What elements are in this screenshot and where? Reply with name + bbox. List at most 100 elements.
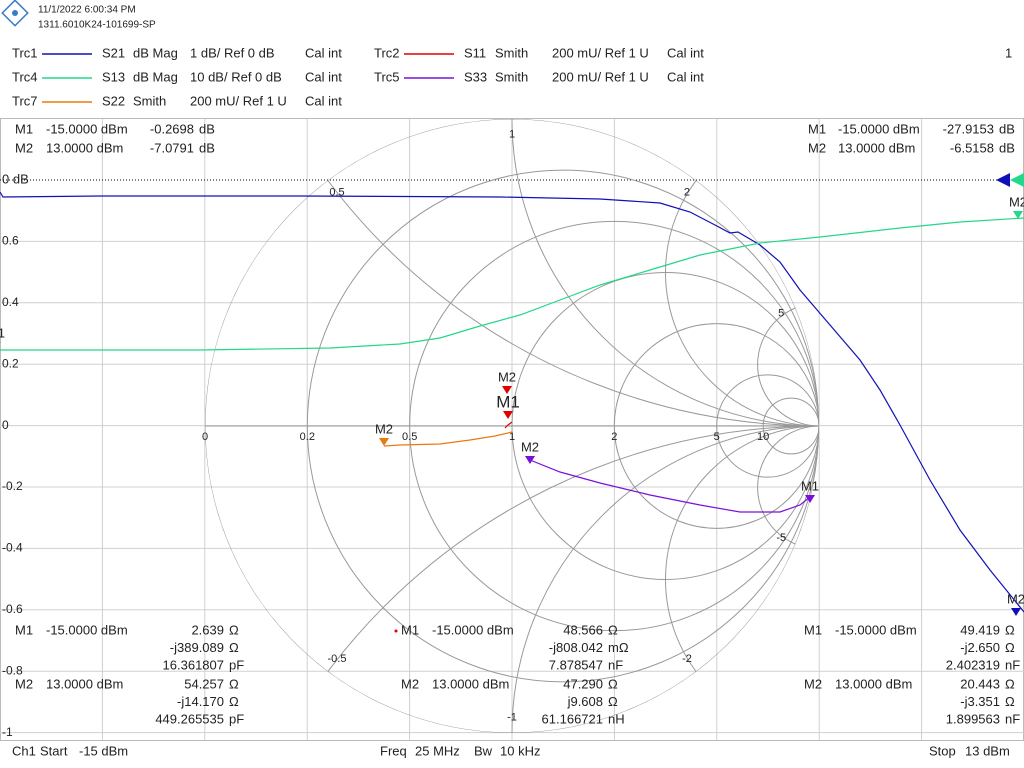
smith-r-label: 5 [714,431,720,443]
footer-start: -15 dBm [79,743,128,758]
readout-unit: Ω [1005,694,1015,709]
trace-name: Trc5 [374,69,400,84]
trace-param: S11 [464,45,486,60]
smith-r-label: 1 [509,431,515,443]
readout-value: -j808.042 [549,640,603,655]
readout-value: 47.290 [563,676,603,691]
readout-marker: M1 [15,622,33,637]
readout-marker: M2 [15,676,33,691]
readout-value: 48.566 [563,622,603,637]
readout-marker: M1 [401,622,419,637]
readout-unit: dB [199,121,215,136]
ref-arrow [1010,173,1024,187]
trace-curve [0,217,1024,351]
trace-format: Smith [133,93,166,108]
readout-marker: M2 [804,676,822,691]
readout-value: -6.5158 [950,140,994,155]
readout-value: -j14.170 [177,694,224,709]
readout-marker: M1 [15,121,33,136]
readout-unit: Ω [608,694,618,709]
smith-r-circle [306,169,819,683]
readout-value: 20.443 [960,676,1000,691]
trace-format: dB Mag [133,45,178,60]
y-axis-label: 0.4 [2,295,19,309]
marker-symbol [502,386,512,394]
marker-symbol [0,342,1,344]
footer-freq: 25 MHz [415,743,460,758]
footer-start-label: Start [40,743,68,758]
trace-name: Trc7 [12,93,38,108]
y-axis-label: 0 [2,418,9,432]
channel-number: 1 [1005,45,1012,60]
readout-value: 49.419 [960,622,1000,637]
readout-unit: Ω [229,694,239,709]
trace-scale: 200 mU/ Ref 1 U [552,45,649,60]
y-axis-label: 0.2 [2,356,19,370]
readout-unit: Ω [608,676,618,691]
readout-value: 2.402319 [946,657,1000,672]
marker-label: M1 [496,392,520,411]
y-axis-label: -1 [2,725,13,739]
readout-stimulus: -15.0000 dBm [432,622,514,637]
smith-x-label: 5 [778,308,784,320]
marker-label: M2 [521,439,539,454]
readout-value: 449.265535 [155,711,224,726]
trace-cal: Cal int [305,93,342,108]
readout-marker: M2 [401,676,419,691]
trace-param: S13 [102,69,125,84]
y-axis-label: -0.4 [2,541,23,555]
readout-stimulus: -15.0000 dBm [838,121,920,136]
logo [1,0,29,27]
marker-label: M2 [498,369,516,384]
marker-symbol [1013,211,1023,219]
trace-name: Trc1 [12,45,38,60]
readout-value: -j3.351 [960,694,1000,709]
readout-unit: nH [608,711,625,726]
readout-value: -j389.089 [170,640,224,655]
trace-param: S21 [102,45,125,60]
readout-stimulus: 13.0000 dBm [432,676,509,691]
smith-r-label: 10 [757,431,769,443]
device-id: 1311.6010K24-101699-SP [38,20,156,31]
trace-scale: 10 dB/ Ref 0 dB [190,69,282,84]
smith-x-label: -5 [776,532,786,544]
readout-value: 2.639 [191,622,224,637]
y-axis-label: -0.8 [2,663,23,677]
readout-unit: dB [999,140,1015,155]
readout-stimulus: -15.0000 dBm [46,622,128,637]
marker-symbol [503,411,513,419]
trace-curve [504,421,513,429]
readout-value: -0.2698 [150,121,194,136]
readout-value: -7.0791 [150,140,194,155]
y-axis-label: -0.2 [2,479,23,493]
ref-arrow [996,173,1010,187]
readout-unit: nF [1005,657,1020,672]
marker-label: M2 [1007,591,1024,606]
readout-stimulus: 13.0000 dBm [835,676,912,691]
footer-freq-label: Freq [380,743,407,758]
smith-x-label: -1 [507,712,517,724]
trace-cal: Cal int [305,69,342,84]
smith-r-label: 2 [611,431,617,443]
readout-unit: dB [999,121,1015,136]
y-axis-label: -0.6 [2,602,23,616]
footer-bw-label: Bw [474,743,493,758]
smith-x-label: -2 [682,653,692,665]
readout-unit: pF [229,657,244,672]
trace-param: S33 [464,69,487,84]
readout-value: 7.878547 [549,657,603,672]
trace-cal: Cal int [305,45,342,60]
readout-unit: nF [608,657,623,672]
readout-marker: M1 [808,121,826,136]
trace-name: Trc4 [12,69,38,84]
smith-x-label: -0.5 [328,653,347,665]
readout-stimulus: 13.0000 dBm [46,140,123,155]
trace-name: Trc2 [374,45,400,60]
smith-r-label: 0.2 [300,431,315,443]
trace-format: dB Mag [133,69,178,84]
readout-value: j9.608 [567,694,603,709]
readout-unit: Ω [229,622,239,637]
readout-unit: dB [199,140,215,155]
smith-x-label: 2 [684,187,690,199]
smith-x-arc [665,119,819,427]
